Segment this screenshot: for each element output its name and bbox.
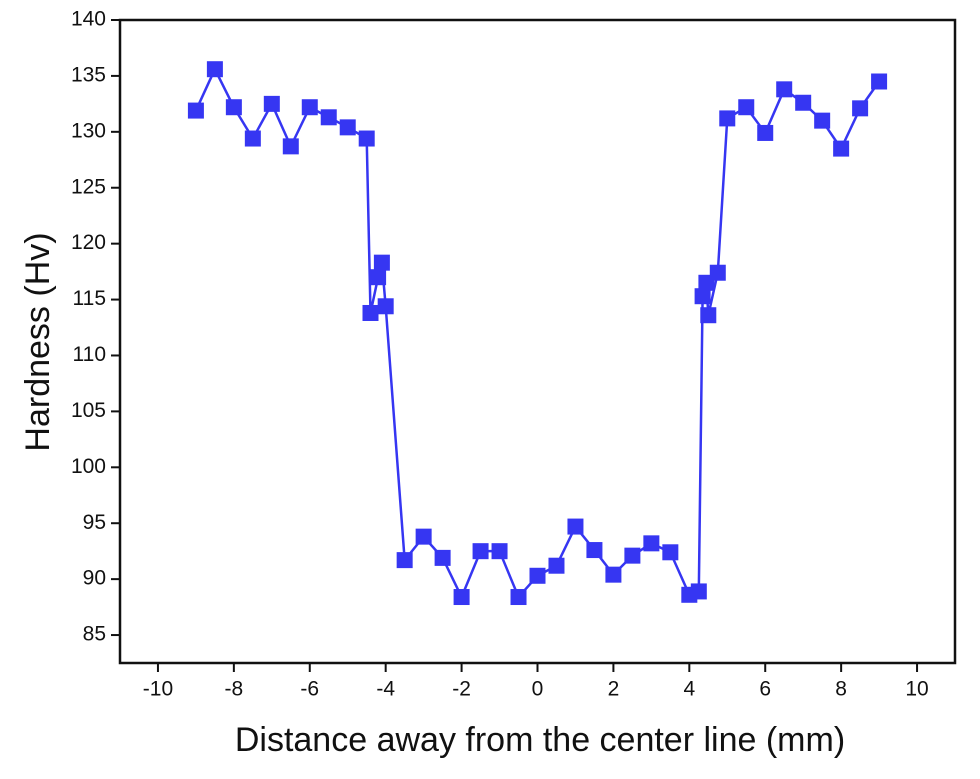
y-tick-label: 140 bbox=[71, 8, 106, 31]
data-point bbox=[244, 130, 261, 147]
data-point bbox=[757, 124, 774, 141]
data-point bbox=[700, 307, 717, 324]
data-point bbox=[339, 119, 356, 136]
x-tick-label: -2 bbox=[452, 678, 471, 701]
x-tick-label: 10 bbox=[905, 678, 928, 701]
data-point bbox=[491, 543, 508, 560]
x-tick-label: 8 bbox=[835, 678, 847, 701]
data-point bbox=[776, 81, 793, 98]
data-point bbox=[795, 94, 812, 111]
data-point bbox=[370, 269, 387, 286]
data-point bbox=[643, 535, 660, 552]
y-tick-label: 115 bbox=[73, 287, 106, 310]
data-point bbox=[690, 583, 707, 600]
data-point bbox=[377, 298, 394, 315]
data-point bbox=[453, 589, 470, 606]
y-tick-label: 105 bbox=[71, 399, 106, 422]
data-point bbox=[586, 542, 603, 559]
x-tick-label: 2 bbox=[608, 678, 620, 701]
data-point bbox=[472, 543, 489, 560]
data-point bbox=[373, 254, 390, 271]
data-point bbox=[396, 552, 413, 569]
data-point bbox=[187, 102, 204, 119]
data-point bbox=[320, 109, 337, 126]
y-axis-title: Hardness (Hv) bbox=[19, 232, 57, 451]
data-point bbox=[510, 589, 527, 606]
data-point bbox=[548, 557, 565, 574]
data-point bbox=[719, 110, 736, 127]
y-tick-label: 125 bbox=[71, 175, 106, 198]
data-point bbox=[434, 549, 451, 566]
x-axis-title: Distance away from the center line (mm) bbox=[235, 721, 845, 759]
data-point bbox=[206, 61, 223, 78]
y-tick-label: 85 bbox=[83, 623, 106, 646]
y-tick-label: 90 bbox=[83, 567, 106, 590]
data-point bbox=[263, 95, 280, 112]
data-point bbox=[833, 140, 850, 157]
y-tick-label: 100 bbox=[71, 455, 106, 478]
x-tick-label: -6 bbox=[300, 678, 319, 701]
y-tick-label: 95 bbox=[83, 511, 106, 534]
y-tick-label: 120 bbox=[71, 231, 106, 254]
data-point bbox=[358, 130, 375, 147]
data-point bbox=[605, 566, 622, 583]
data-point bbox=[871, 73, 888, 90]
data-point bbox=[694, 288, 711, 305]
data-point bbox=[662, 544, 679, 561]
data-point bbox=[362, 304, 379, 321]
y-tick-label: 135 bbox=[71, 63, 106, 86]
x-tick-label: 0 bbox=[532, 678, 544, 701]
data-point bbox=[567, 518, 584, 535]
y-tick-label: 110 bbox=[73, 343, 106, 366]
data-point bbox=[225, 99, 242, 116]
data-point bbox=[415, 528, 432, 545]
data-point bbox=[624, 547, 641, 564]
data-point bbox=[529, 567, 546, 584]
y-tick-label: 130 bbox=[71, 119, 106, 142]
data-point bbox=[301, 99, 318, 116]
x-tick-label: 4 bbox=[683, 678, 695, 701]
x-tick-label: -8 bbox=[225, 678, 244, 701]
data-point bbox=[738, 99, 755, 116]
data-point bbox=[852, 100, 869, 117]
x-tick-label: 6 bbox=[759, 678, 771, 701]
data-point bbox=[282, 138, 299, 155]
data-point bbox=[709, 264, 726, 281]
x-tick-label: -4 bbox=[376, 678, 395, 701]
x-tick-label: -10 bbox=[143, 678, 173, 701]
data-point bbox=[814, 112, 831, 129]
